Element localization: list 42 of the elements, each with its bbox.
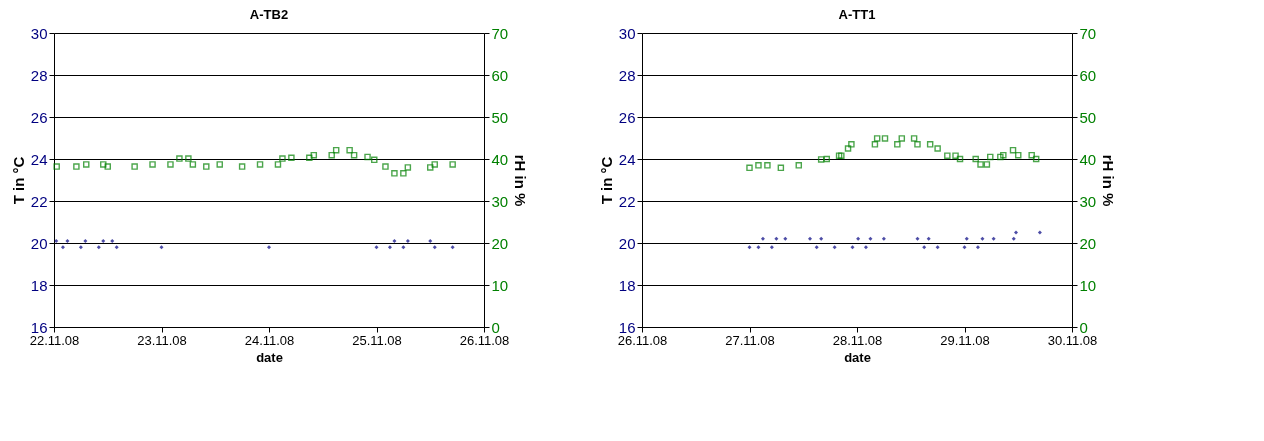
y2-tick-label: 70 [491,24,509,42]
y-tick-label: 24 [30,150,48,168]
y-axis-title: T in °C [9,156,27,205]
y2-tick-label: 40 [491,150,509,168]
y2-axis-title: rH in % [512,154,530,207]
x-axis-title: date [844,349,871,365]
y-tick-label: 18 [30,276,48,294]
y2-tick-label: 70 [1079,24,1097,42]
y-tick-label: 22 [618,192,636,210]
y2-tick-label: 20 [1079,234,1097,252]
x-tick-label: 29.11.08 [940,332,990,348]
y2-tick-label: 10 [491,276,509,294]
y2-tick-label: 10 [1079,276,1097,294]
x-tick-label: 27.11.08 [725,332,775,348]
y2-tick-label: 40 [1079,150,1097,168]
y-tick-label: 28 [30,66,48,84]
y2-axis-title: rH in % [1100,154,1118,207]
y-tick-label: 26 [30,108,48,126]
y-tick-label: 20 [618,234,636,252]
y-tick-label: 18 [618,276,636,294]
y2-tick-label: 50 [491,108,509,126]
y-tick-label: 30 [30,24,48,42]
y-axis-title: T in °C [597,156,615,205]
x-tick-label: 28.11.08 [832,332,883,348]
y-tick-label: 30 [618,24,636,42]
y-tick-label: 26 [618,108,636,126]
y2-tick-label: 50 [1079,108,1097,126]
y2-tick-label: 60 [491,66,509,84]
x-tick-label: 25.11.08 [352,332,402,348]
y2-tick-label: 20 [491,234,509,252]
x-tick-label: 23.11.08 [137,332,187,348]
y2-tick-label: 30 [491,192,509,210]
chart-title: A-TB2 [249,7,289,22]
y-tick-label: 28 [618,66,636,84]
y2-tick-label: 30 [1079,192,1097,210]
y-tick-label: 24 [618,150,636,168]
y-tick-label: 22 [30,192,48,210]
y2-tick-label: 60 [1079,66,1097,84]
x-axis-title: date [256,349,283,365]
x-tick-label: 24.11.08 [244,332,295,348]
chart-title: A-TT1 [838,7,876,22]
y-tick-label: 20 [30,234,48,252]
